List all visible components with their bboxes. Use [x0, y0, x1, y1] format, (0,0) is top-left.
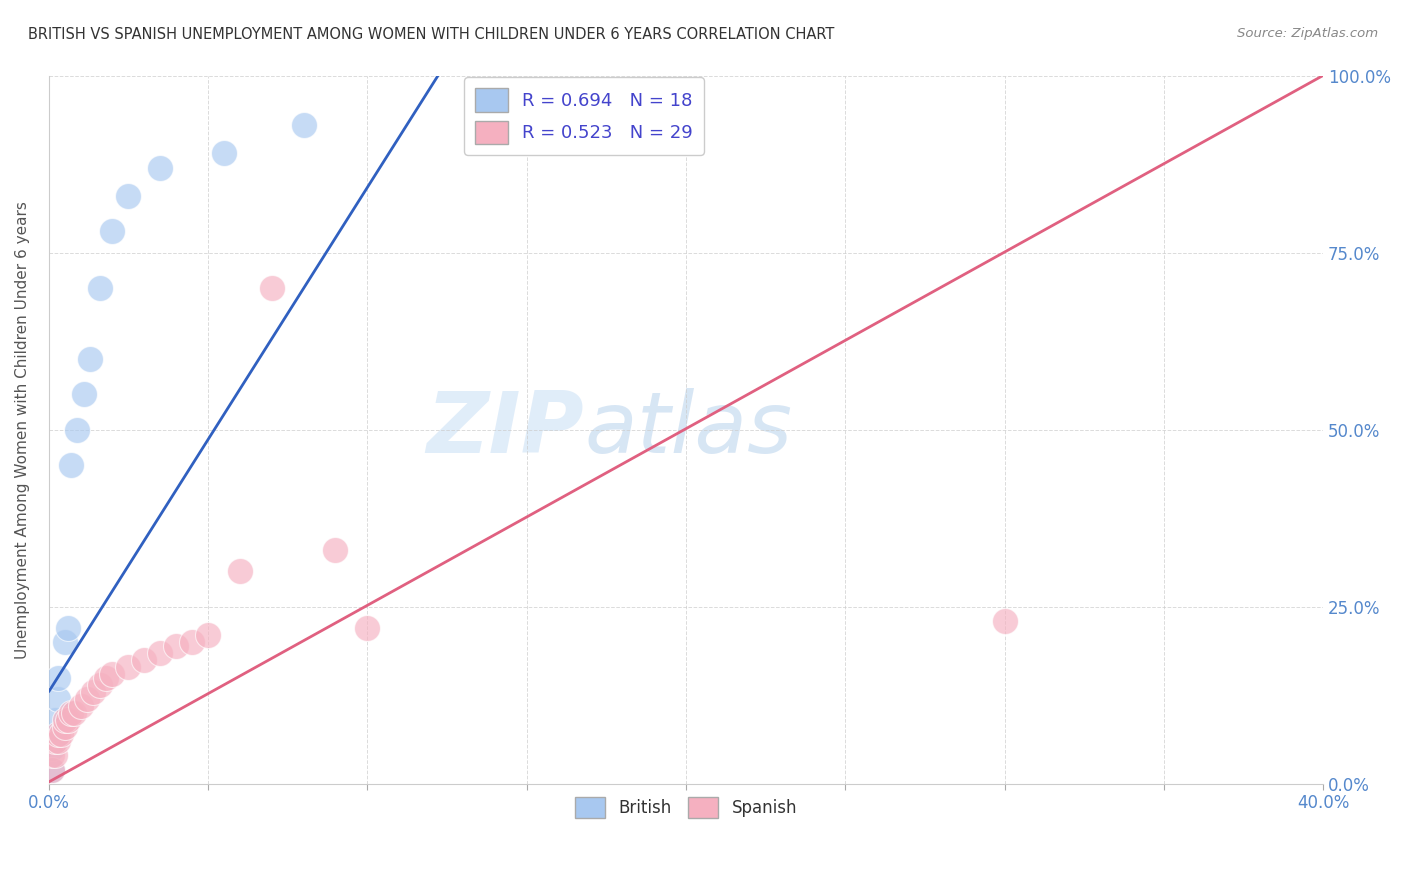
Point: [197, 628, 219, 642]
Point: [260, 281, 283, 295]
Point: [89, 677, 111, 691]
Point: [82, 684, 104, 698]
Point: [46, 734, 69, 748]
Text: atlas: atlas: [583, 388, 792, 471]
Point: [101, 224, 124, 238]
Point: [44, 734, 66, 748]
Point: [46, 727, 69, 741]
Point: [117, 660, 139, 674]
Point: [53, 635, 76, 649]
Point: [56, 621, 79, 635]
Point: [73, 387, 96, 401]
Point: [212, 146, 235, 161]
Point: [46, 691, 69, 706]
Point: [94, 671, 117, 685]
Point: [292, 118, 315, 132]
Point: [66, 423, 89, 437]
Point: [56, 713, 79, 727]
Point: [46, 671, 69, 685]
Point: [60, 458, 83, 472]
Point: [149, 161, 172, 175]
Point: [134, 653, 156, 667]
Point: [229, 564, 252, 578]
Point: [181, 635, 204, 649]
Legend: British, Spanish: British, Spanish: [568, 790, 804, 825]
Point: [44, 713, 66, 727]
Point: [41, 763, 63, 777]
Text: ZIP: ZIP: [426, 388, 583, 471]
Point: [325, 543, 347, 558]
Point: [165, 639, 187, 653]
Point: [63, 706, 86, 720]
Point: [101, 667, 124, 681]
Point: [51, 727, 73, 741]
Point: [149, 646, 172, 660]
Point: [41, 748, 63, 763]
Point: [41, 763, 63, 777]
Point: [44, 734, 66, 748]
Point: [53, 713, 76, 727]
Point: [89, 281, 111, 295]
Point: [117, 189, 139, 203]
Point: [44, 748, 66, 763]
Point: [79, 351, 101, 366]
Point: [76, 691, 98, 706]
Point: [41, 741, 63, 756]
Text: Source: ZipAtlas.com: Source: ZipAtlas.com: [1237, 27, 1378, 40]
Point: [69, 698, 91, 713]
Point: [60, 706, 83, 720]
Y-axis label: Unemployment Among Women with Children Under 6 years: Unemployment Among Women with Children U…: [15, 201, 30, 658]
Text: BRITISH VS SPANISH UNEMPLOYMENT AMONG WOMEN WITH CHILDREN UNDER 6 YEARS CORRELAT: BRITISH VS SPANISH UNEMPLOYMENT AMONG WO…: [28, 27, 835, 42]
Point: [356, 621, 378, 635]
Point: [993, 614, 1015, 628]
Point: [53, 720, 76, 734]
